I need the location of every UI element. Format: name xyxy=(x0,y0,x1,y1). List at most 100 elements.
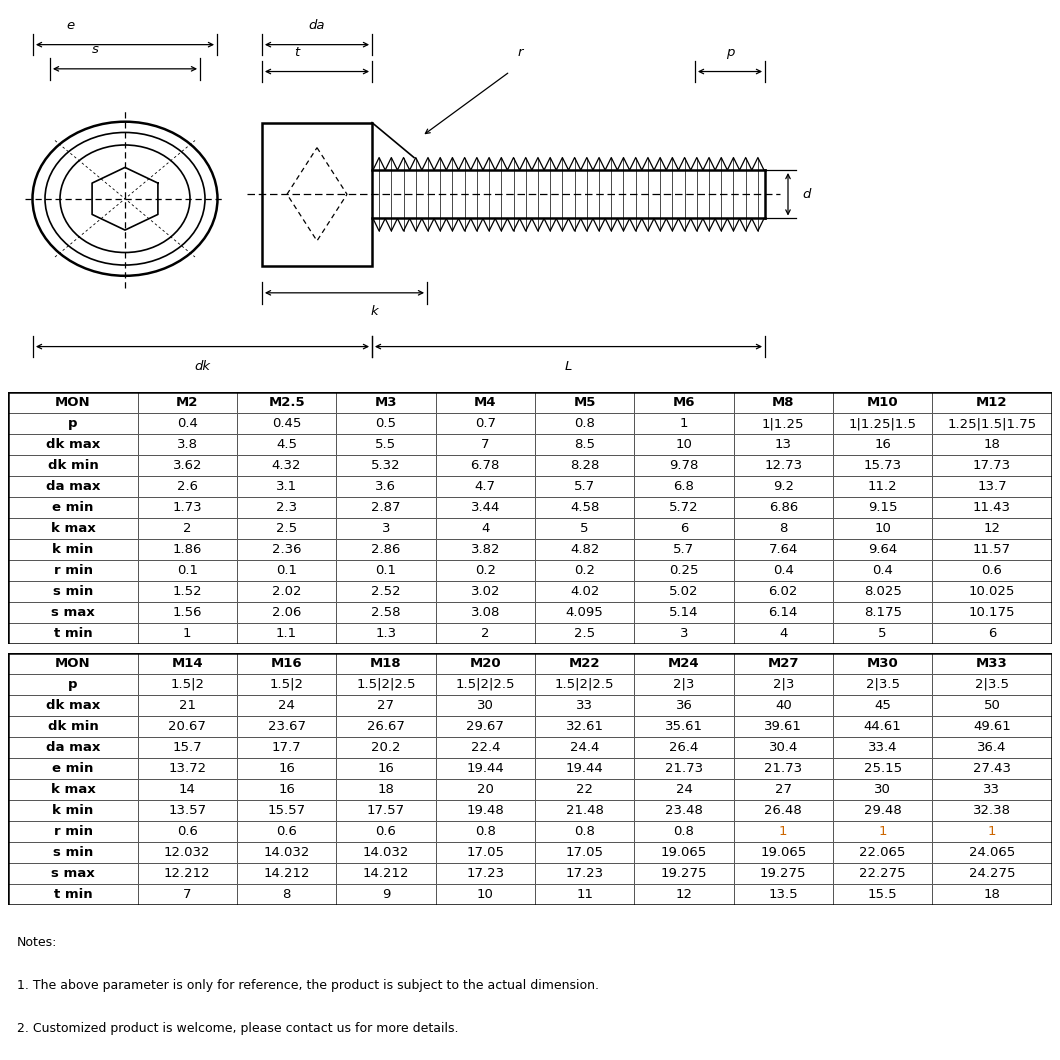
Text: 2: 2 xyxy=(481,628,490,640)
Text: 9: 9 xyxy=(382,888,390,901)
Bar xyxy=(933,456,1052,476)
Text: 36.4: 36.4 xyxy=(977,741,1007,754)
Bar xyxy=(336,581,436,602)
Text: 1.3: 1.3 xyxy=(375,628,396,640)
Bar xyxy=(436,884,535,905)
Text: 10: 10 xyxy=(874,523,891,535)
Bar xyxy=(933,758,1052,779)
Bar xyxy=(8,561,138,581)
Text: 24.4: 24.4 xyxy=(570,741,599,754)
Bar xyxy=(833,695,933,717)
Bar xyxy=(734,863,833,884)
Bar xyxy=(933,674,1052,695)
Bar xyxy=(336,497,436,518)
Text: 2: 2 xyxy=(183,523,192,535)
Bar xyxy=(634,653,734,674)
Text: M24: M24 xyxy=(668,657,700,670)
Text: p: p xyxy=(68,418,77,430)
Bar xyxy=(734,653,833,674)
Text: 0.4: 0.4 xyxy=(773,564,794,578)
Bar xyxy=(634,822,734,842)
Bar xyxy=(336,779,436,800)
Text: M2: M2 xyxy=(176,396,198,409)
Text: 5: 5 xyxy=(581,523,589,535)
Bar xyxy=(138,695,237,717)
Bar xyxy=(8,435,138,456)
Bar xyxy=(833,413,933,435)
Bar xyxy=(436,456,535,476)
Text: 10.175: 10.175 xyxy=(969,606,1015,619)
Bar xyxy=(734,456,833,476)
Text: M20: M20 xyxy=(470,657,501,670)
Bar xyxy=(237,561,336,581)
Text: 14.032: 14.032 xyxy=(363,846,409,860)
Text: 21: 21 xyxy=(179,699,196,712)
Text: M33: M33 xyxy=(976,657,1008,670)
Text: 18: 18 xyxy=(377,783,394,796)
Text: 5.72: 5.72 xyxy=(669,501,699,514)
Text: M2.5: M2.5 xyxy=(268,396,305,409)
Bar xyxy=(436,623,535,644)
Bar xyxy=(535,497,634,518)
Text: 15.57: 15.57 xyxy=(267,805,305,817)
Text: 1: 1 xyxy=(679,418,688,430)
Text: 30: 30 xyxy=(477,699,494,712)
Bar xyxy=(436,540,535,561)
Bar xyxy=(634,540,734,561)
Text: 24: 24 xyxy=(675,783,692,796)
Bar xyxy=(833,561,933,581)
Text: 8: 8 xyxy=(282,888,290,901)
Text: 2.3: 2.3 xyxy=(276,501,297,514)
Bar xyxy=(734,435,833,456)
Bar xyxy=(436,758,535,779)
Text: 5.7: 5.7 xyxy=(673,544,694,556)
Bar xyxy=(8,602,138,623)
Text: L: L xyxy=(565,360,572,373)
Bar xyxy=(933,822,1052,842)
Text: 30.4: 30.4 xyxy=(768,741,798,754)
Bar xyxy=(8,653,138,674)
Text: 0.1: 0.1 xyxy=(177,564,198,578)
Bar xyxy=(138,435,237,456)
Bar xyxy=(8,392,138,413)
Text: e: e xyxy=(66,19,74,32)
Bar xyxy=(237,800,336,822)
Text: 7: 7 xyxy=(481,438,490,452)
Bar xyxy=(833,717,933,737)
Bar xyxy=(535,779,634,800)
Text: 12: 12 xyxy=(675,888,692,901)
Bar xyxy=(933,863,1052,884)
Text: 35.61: 35.61 xyxy=(665,720,703,734)
Bar xyxy=(336,737,436,758)
Text: 22.065: 22.065 xyxy=(860,846,906,860)
Bar xyxy=(535,456,634,476)
Bar xyxy=(634,800,734,822)
Text: e min: e min xyxy=(52,501,93,514)
Bar xyxy=(436,435,535,456)
Bar xyxy=(634,392,734,413)
Text: d: d xyxy=(802,188,811,200)
Text: 9.64: 9.64 xyxy=(868,544,897,556)
Text: 21.73: 21.73 xyxy=(665,762,703,775)
Text: 12.73: 12.73 xyxy=(764,459,802,473)
Bar xyxy=(734,540,833,561)
Text: 17.05: 17.05 xyxy=(466,846,505,860)
Text: 11.57: 11.57 xyxy=(973,544,1011,556)
Text: 44.61: 44.61 xyxy=(864,720,901,734)
Bar xyxy=(833,653,933,674)
Bar xyxy=(933,779,1052,800)
Text: 5: 5 xyxy=(879,628,887,640)
Bar xyxy=(734,602,833,623)
Text: 3.08: 3.08 xyxy=(471,606,500,619)
Bar xyxy=(734,674,833,695)
Text: t min: t min xyxy=(54,888,92,901)
Bar xyxy=(336,413,436,435)
Text: 0.45: 0.45 xyxy=(272,418,301,430)
Text: 33: 33 xyxy=(984,783,1001,796)
Text: 1.5|2|2.5: 1.5|2|2.5 xyxy=(456,678,515,691)
Text: s max: s max xyxy=(51,867,95,880)
Text: 14.212: 14.212 xyxy=(363,867,409,880)
Bar xyxy=(336,476,436,497)
Bar xyxy=(734,779,833,800)
Text: 0.1: 0.1 xyxy=(276,564,297,578)
